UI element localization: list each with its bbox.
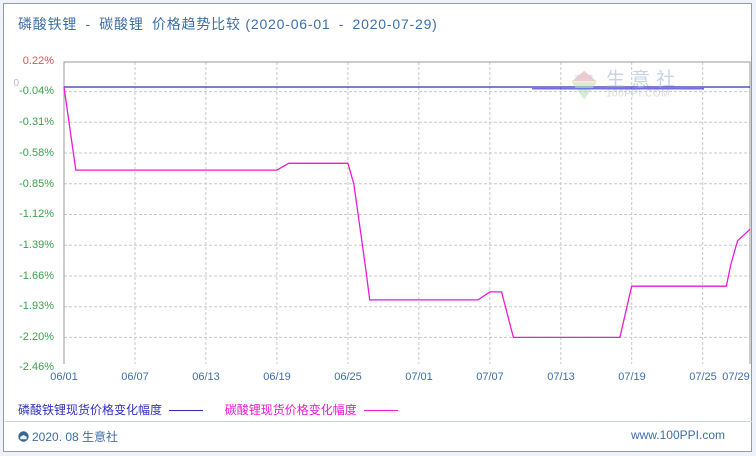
svg-text:生意社: 生意社 (606, 69, 681, 91)
svg-text:城>市>店: 城>市>店 (575, 74, 594, 81)
svg-text:100PPI.COM: 100PPI.COM (606, 89, 670, 100)
